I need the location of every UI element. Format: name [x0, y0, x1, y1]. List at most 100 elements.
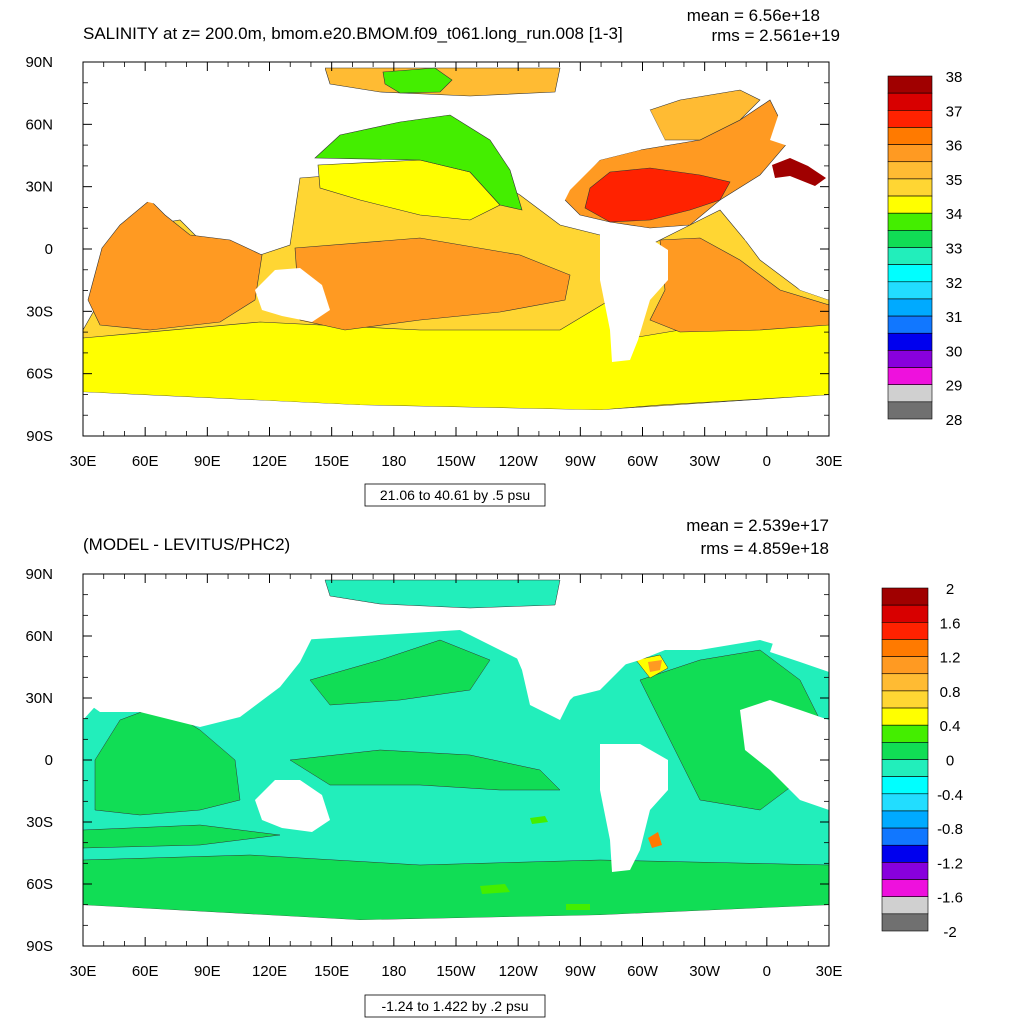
top-labrador — [649, 89, 761, 141]
bottom-colorbar-swatch — [881, 827, 929, 846]
top-mediterranean — [772, 158, 826, 186]
top-atlantic-red — [584, 167, 731, 223]
top-colorbar-label: 32 — [946, 275, 963, 292]
bottom-europe — [760, 574, 829, 672]
bottom-orange-1 — [648, 660, 662, 672]
bottom-colorbar-swatch — [881, 896, 929, 915]
top-x-tick-label: 90W — [565, 453, 597, 470]
top-x-tick-label: 150W — [436, 453, 476, 470]
top-colorbar-swatch — [887, 367, 933, 385]
bottom-x-tick-label: 30W — [689, 963, 721, 980]
bottom-x-tick-label: 120E — [252, 963, 287, 980]
bottom-colorbar-swatch — [881, 639, 929, 657]
bottom-colorbar-swatch — [881, 707, 929, 726]
bottom-y-tick-label: 0 — [45, 752, 53, 769]
top-europe — [760, 62, 829, 160]
top-indian-ocean — [87, 199, 263, 331]
top-x-tick-label: 120W — [499, 453, 539, 470]
top-colorbar-label: 38 — [946, 69, 963, 86]
bottom-y-tick-label: 90N — [25, 566, 53, 583]
top-y-tick-label: 30N — [25, 179, 53, 196]
top-colorbar-swatch — [887, 75, 933, 94]
bottom-colorbar-swatch — [881, 793, 929, 812]
bottom-colorbar-label: 0.8 — [940, 684, 961, 701]
top-y-tick-label: 60N — [25, 116, 53, 133]
top-colorbar-swatch — [887, 350, 933, 368]
top-x-tick-label: 0 — [763, 453, 771, 470]
top-colorbar-label: 28 — [946, 412, 963, 429]
top-colorbar-swatch — [887, 401, 933, 420]
top-north-pacific-green — [314, 114, 523, 211]
bottom-colorbar-label: 0.4 — [940, 718, 961, 735]
top-x-tick-label: 30E — [816, 453, 843, 470]
bottom-colorbar-swatch — [881, 879, 929, 897]
bottom-colorbar-swatch — [881, 673, 929, 692]
bottom-colorbar-label: -0.4 — [937, 787, 963, 804]
top-colorbar-swatch — [887, 127, 933, 145]
top-colorbar-label: 35 — [946, 172, 963, 189]
top-south-pacific — [294, 237, 571, 331]
bottom-colorbar-label: -1.2 — [937, 855, 963, 872]
bottom-colorbar-swatch — [881, 690, 929, 709]
top-colorbar-swatch — [887, 110, 933, 128]
top-africa — [740, 190, 829, 300]
top-x-tick-label: 180 — [381, 453, 406, 470]
top-x-tick-label: 90E — [194, 453, 221, 470]
top-x-tick-label: 150E — [314, 453, 349, 470]
bottom-colorbar-label: 1.2 — [940, 650, 961, 667]
top-colorbar-swatch — [887, 298, 933, 317]
top-colorbar-swatch — [887, 195, 933, 214]
top-x-tick-label: 60E — [132, 453, 159, 470]
top-colorbar-label: 31 — [946, 309, 963, 326]
bottom-colorbar-swatch — [881, 656, 929, 675]
bottom-rms: rms = 4.859e+18 — [700, 539, 829, 558]
bottom-colorbar-swatch — [881, 810, 929, 829]
top-colorbar-swatch — [887, 281, 933, 300]
bottom-map — [83, 574, 829, 946]
bottom-y-tick-label: 30N — [25, 690, 53, 707]
bottom-colorbar-swatch — [881, 913, 929, 932]
top-colorbar: 38 37 36 35 34 33 32 31 30 29 28 — [887, 69, 963, 429]
top-rms: rms = 2.561e+19 — [711, 26, 840, 45]
bottom-title: (MODEL - LEVITUS/PHC2) — [83, 535, 290, 554]
bottom-x-tick-label: 30E — [816, 963, 843, 980]
top-y-tick-label: 30S — [26, 303, 53, 320]
top-antarctica — [83, 392, 829, 436]
top-x-tick-label: 30W — [689, 453, 721, 470]
top-colorbar-swatch — [887, 247, 933, 265]
bottom-antarctica — [83, 905, 829, 946]
top-title: SALINITY at z= 200.0m, bmom.e20.BMOM.f09… — [83, 24, 623, 43]
top-colorbar-label: 33 — [946, 241, 963, 258]
top-colorbar-swatch — [887, 384, 933, 403]
bottom-x-tick-label: 60E — [132, 963, 159, 980]
bottom-colorbar-label: 0 — [946, 753, 954, 770]
top-y-tick-label: 60S — [26, 366, 53, 383]
bottom-y-tick-label: 90S — [26, 938, 53, 955]
top-south-america — [600, 232, 668, 362]
bottom-colorbar-label: -1.6 — [937, 890, 963, 907]
bottom-colorbar-label: 2 — [946, 581, 954, 598]
top-y-tick-label: 90N — [25, 54, 53, 71]
bottom-africa — [740, 700, 829, 810]
bottom-australia — [255, 780, 330, 832]
bottom-colorbar-swatch — [881, 742, 929, 760]
bottom-x-tick-label: 90E — [194, 963, 221, 980]
bottom-colorbar: 2 1.6 1.2 0.8 0.4 0 -0.4 -0.8 -1.2 -1.6 -2 — [881, 581, 963, 941]
top-south-atlantic — [649, 237, 829, 333]
top-colorbar-label: 29 — [946, 378, 963, 395]
top-colorbar-swatch — [887, 212, 933, 231]
top-colorbar-label: 34 — [946, 206, 963, 223]
top-eurasia — [83, 62, 325, 215]
bottom-tropical-green — [289, 749, 561, 791]
top-colorbar-swatch — [887, 178, 933, 197]
top-colorbar-label: 30 — [946, 343, 963, 360]
top-y-tick-label: 90S — [26, 428, 53, 445]
top-colorbar-swatch — [887, 264, 933, 283]
bottom-x-tick-label: 60W — [627, 963, 659, 980]
bottom-colorbar-label: -2 — [943, 924, 956, 941]
bottom-x-tick-label: 30E — [70, 963, 97, 980]
bottom-indian-green — [94, 704, 241, 816]
top-arctic-green — [382, 67, 453, 94]
bottom-colorbar-swatch — [881, 759, 929, 777]
bottom-x-tick-label: 180 — [381, 963, 406, 980]
